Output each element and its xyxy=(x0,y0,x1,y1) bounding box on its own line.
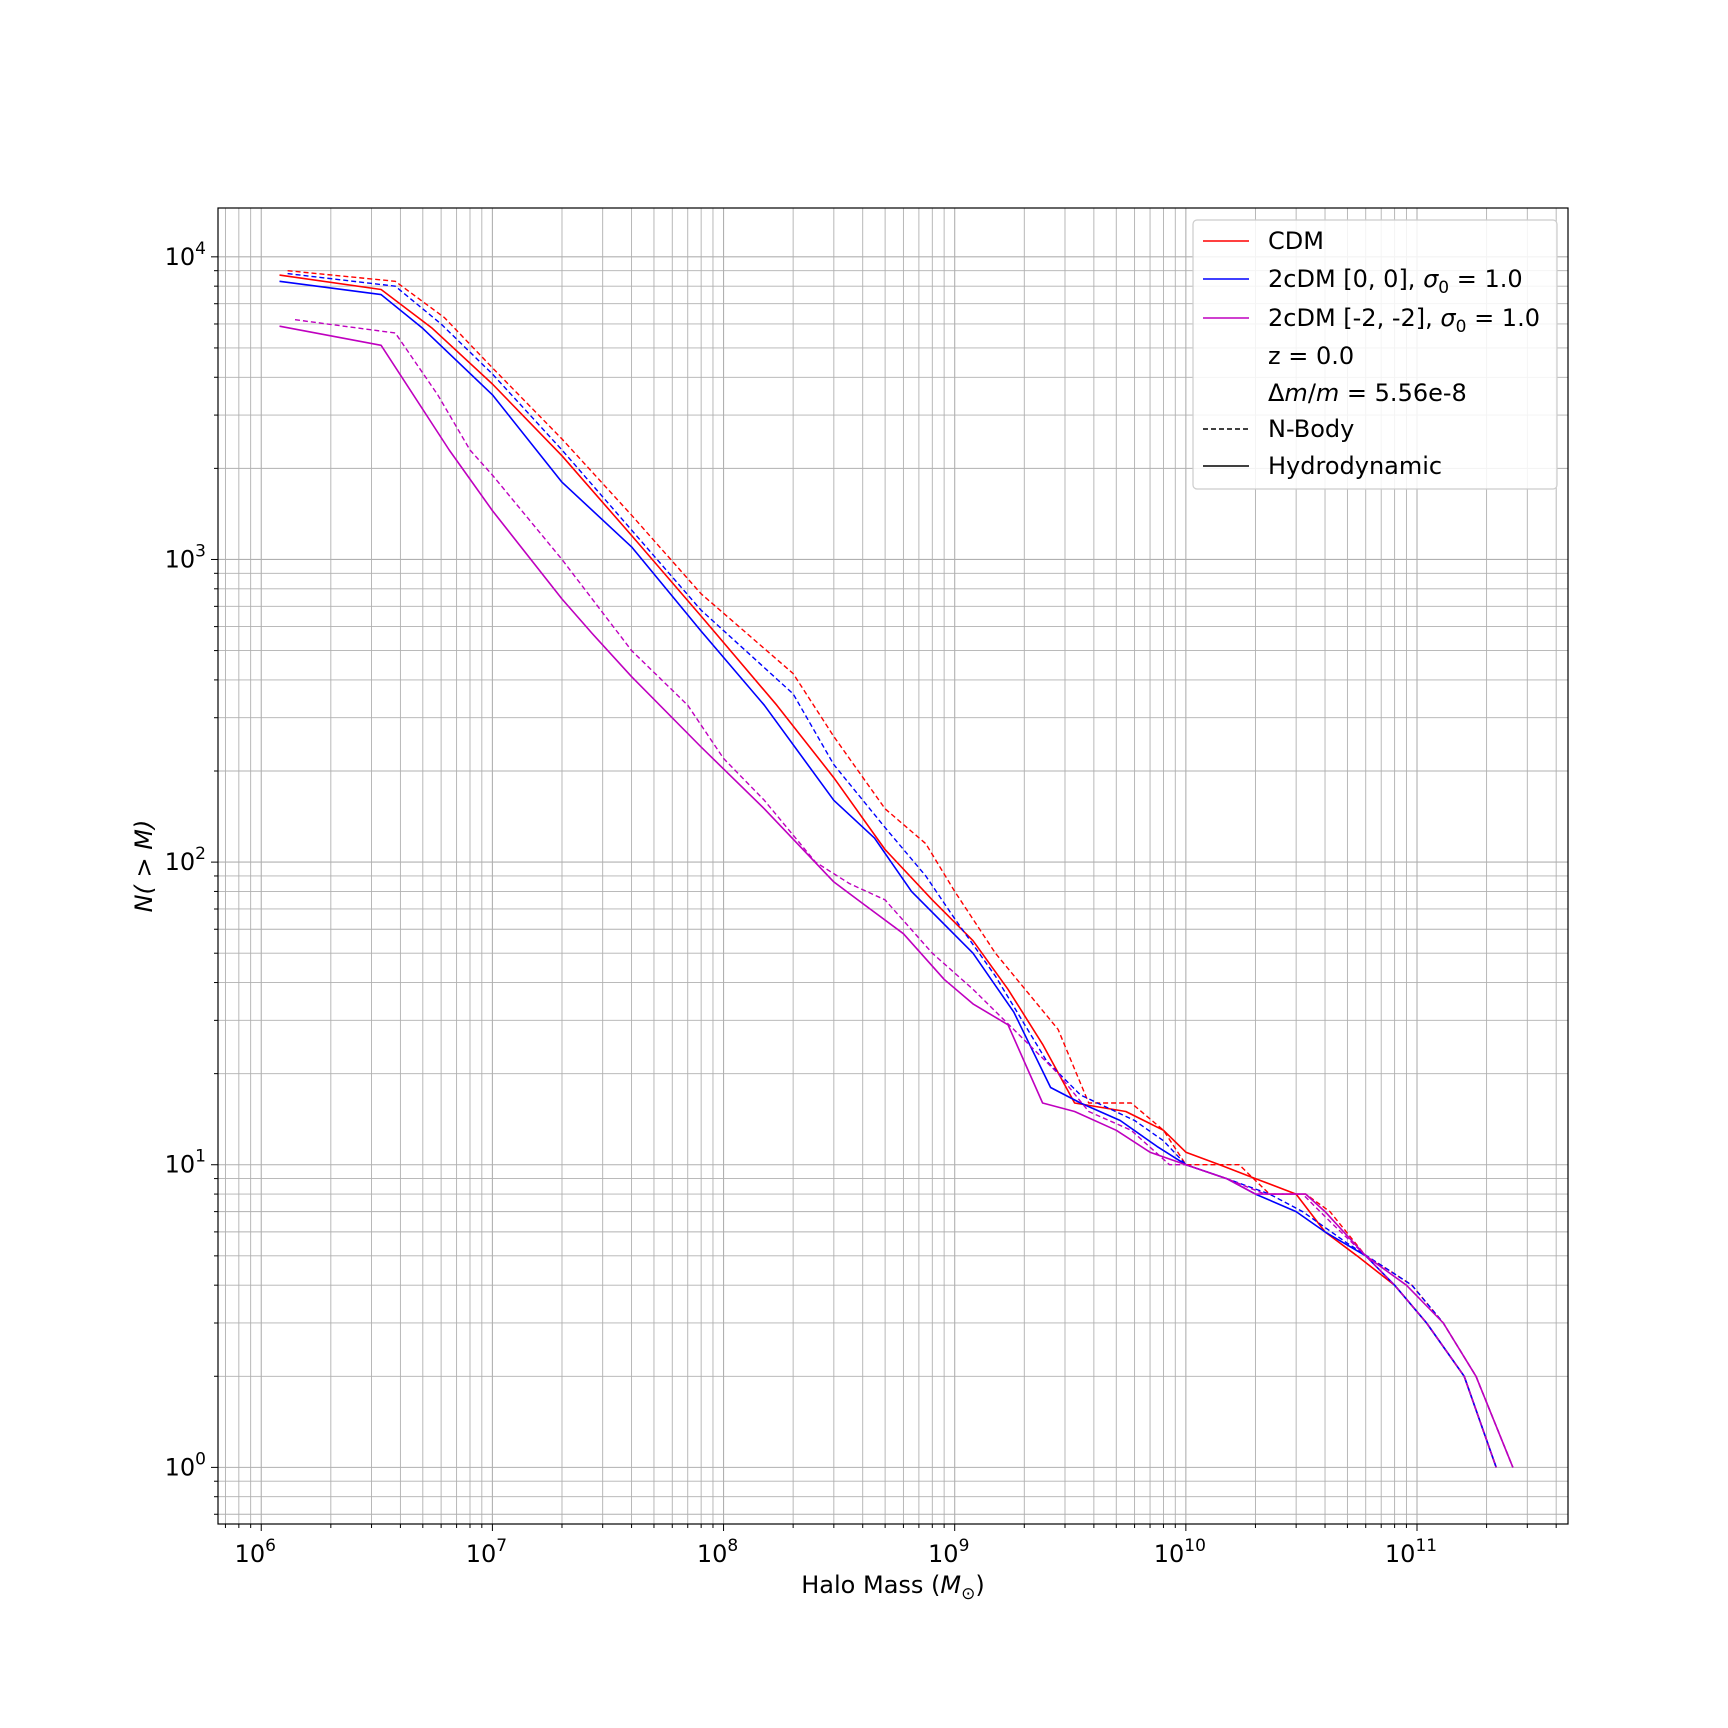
legend-label: 2cDM [0, 0], σ0 = 1.0 xyxy=(1268,265,1523,298)
y-tick-label: 103 xyxy=(165,541,206,573)
x-tick-label: 106 xyxy=(235,1536,276,1568)
x-tick-label: 107 xyxy=(466,1536,507,1568)
series-line-0 xyxy=(287,270,1514,1468)
legend-label: Δm/m = 5.56e-8 xyxy=(1268,379,1467,407)
legend-label: z = 0.0 xyxy=(1268,342,1354,370)
y-tick-label: 104 xyxy=(165,239,206,271)
x-tick-label: 1011 xyxy=(1385,1536,1437,1568)
legend-label: N-Body xyxy=(1268,415,1354,443)
series-line-1 xyxy=(279,274,1497,1468)
y-axis-ticks: 100 101 102 103 104 xyxy=(165,239,218,1515)
x-tick-label: 1010 xyxy=(1154,1536,1206,1568)
series-lines xyxy=(279,270,1514,1468)
legend-label: CDM xyxy=(1268,227,1324,255)
x-axis-title: Halo Mass (M⊙) xyxy=(801,1571,985,1604)
legend-label: 2cDM [-2, -2], σ0 = 1.0 xyxy=(1268,304,1540,337)
plot-frame xyxy=(217,207,1569,1525)
legend-box xyxy=(1192,219,1558,490)
legend: CDM 2cDM [0, 0], σ0 = 1.0 2cDM [-2, -2], σ… xyxy=(1192,219,1558,490)
y-tick-label: 101 xyxy=(165,1147,206,1179)
x-tick-label: 109 xyxy=(928,1536,969,1568)
series-line-3 xyxy=(279,280,1497,1468)
y-tick-label: 102 xyxy=(165,844,206,876)
series-line-5 xyxy=(279,325,1514,1468)
series-line-4 xyxy=(294,319,1497,1468)
y-tick-label: 100 xyxy=(165,1449,206,1481)
x-tick-label: 108 xyxy=(697,1536,738,1568)
series-line-2 xyxy=(287,272,1514,1468)
legend-label: Hydrodynamic xyxy=(1268,452,1442,480)
grid xyxy=(218,208,1568,1524)
y-axis-title: N( > M) xyxy=(130,820,158,913)
x-axis-ticks: 106 107 108 109 1010 1011 xyxy=(224,1524,1557,1568)
